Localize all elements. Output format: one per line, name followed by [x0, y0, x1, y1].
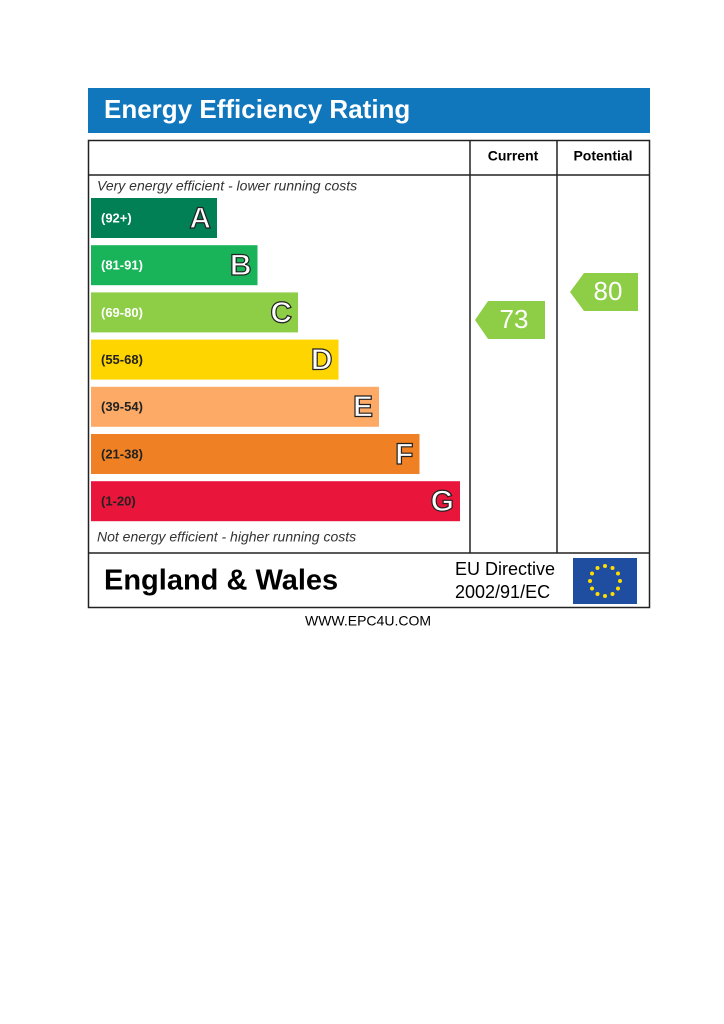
eu-star [590, 571, 595, 576]
band-bar [91, 198, 217, 238]
eu-star [610, 591, 615, 596]
band-range: (21-38) [101, 446, 143, 461]
eu-stars [588, 564, 622, 598]
eu-star [588, 579, 592, 583]
directive: 2002/91/EC [455, 582, 550, 602]
band-bar [91, 386, 379, 427]
frame [87, 139, 651, 609]
band-bar [91, 245, 258, 286]
current-value: 73 [500, 304, 529, 334]
potential-arrow [570, 273, 638, 311]
website: WWW.EPC4U.COM [305, 613, 431, 629]
band-letter: B [230, 249, 252, 282]
bottom-note: Not energy efficient - higher running co… [97, 529, 356, 545]
region: England & Wales [104, 565, 338, 597]
band-bar [91, 434, 420, 474]
title: Energy Efficiency Rating [104, 94, 410, 124]
band-letter: C [270, 296, 292, 329]
band-range: (92+) [101, 210, 132, 225]
eu-star [595, 566, 600, 571]
top-note: Very energy efficient - lower running co… [97, 178, 357, 194]
directive: EU Directive [455, 559, 555, 579]
band-bar [91, 292, 298, 333]
eu-star [618, 579, 622, 583]
potential-value: 80 [594, 276, 623, 306]
column-header: Potential [573, 148, 632, 164]
band-bar [91, 339, 339, 380]
column-header: Current [488, 148, 539, 164]
band-bar [91, 481, 460, 522]
eu-star [603, 564, 607, 568]
eu-star [615, 571, 620, 576]
band-letter: A [189, 202, 211, 235]
band-letter: E [353, 391, 373, 424]
band-range: (81-91) [101, 258, 143, 273]
title-bar [88, 88, 650, 133]
band-letter: D [311, 344, 333, 377]
band-range: (1-20) [101, 494, 136, 509]
current-arrow [475, 301, 545, 339]
eu-star [595, 591, 600, 596]
bands: (92+) A (81-91) B (69-80) C (55-68) D (39-54) E (2… [91, 198, 460, 522]
band-range: (39-54) [101, 399, 143, 414]
eu-star [610, 566, 615, 571]
eu-star [603, 594, 607, 598]
band-range: (69-80) [101, 305, 143, 320]
band-letter: G [431, 485, 454, 518]
eu-star [615, 586, 620, 591]
eu-star [590, 586, 595, 591]
band-letter: F [395, 438, 413, 471]
band-range: (55-68) [101, 352, 143, 367]
